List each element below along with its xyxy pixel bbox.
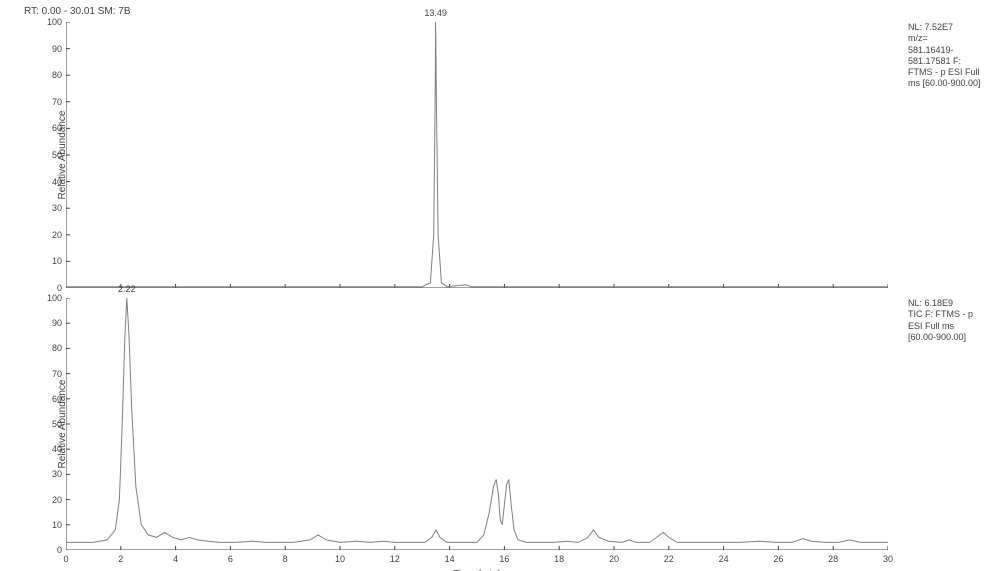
y-tick-label: 20 (52, 495, 62, 505)
header-text: RT: 0.00 - 30.01 SM: 7B (24, 6, 131, 17)
y-tick-label: 60 (52, 123, 62, 133)
y-tick-label: 80 (52, 70, 62, 80)
y-tick-label: 60 (52, 394, 62, 404)
x-tick-label: 10 (335, 554, 345, 564)
sidebox-bottom: NL: 6.18E9TIC F: FTMS - pESI Full ms[60.… (908, 298, 992, 343)
sidebox-line: FTMS - p ESI Full (908, 67, 992, 78)
x-tick-label: 6 (228, 554, 233, 564)
x-tick-label: 28 (828, 554, 838, 564)
chromatogram-trace (66, 298, 888, 542)
y-tick-label: 80 (52, 343, 62, 353)
chromatogram-panel-bottom: Relative Abundance Time (min) 0102030405… (66, 298, 888, 550)
peak-label: 2.22 (118, 284, 136, 294)
y-tick-label: 10 (52, 256, 62, 266)
chromatogram-panel-top: Relative Abundance 010203040506070809010… (66, 22, 888, 288)
chromatogram-trace (66, 22, 888, 287)
y-tick-label: 0 (57, 283, 62, 293)
x-tick-label: 24 (719, 554, 729, 564)
x-tick-label: 20 (609, 554, 619, 564)
y-tick-label: 40 (52, 177, 62, 187)
sidebox-line: [60.00-900.00] (908, 332, 992, 343)
x-tick-label: 22 (664, 554, 674, 564)
sidebox-line: NL: 6.18E9 (908, 298, 992, 309)
sidebox-line: TIC F: FTMS - p (908, 309, 992, 320)
sidebox-line: ESI Full ms (908, 321, 992, 332)
peak-label: 13.49 (424, 8, 447, 18)
y-tick-label: 90 (52, 318, 62, 328)
y-tick-label: 20 (52, 230, 62, 240)
x-tick-label: 12 (390, 554, 400, 564)
y-tick-label: 50 (52, 419, 62, 429)
x-tick-label: 0 (63, 554, 68, 564)
sidebox-line: 581.16419- (908, 45, 992, 56)
y-tick-label: 10 (52, 520, 62, 530)
x-tick-label: 26 (773, 554, 783, 564)
y-tick-label: 70 (52, 97, 62, 107)
sidebox-line: 581.17581 F: (908, 56, 992, 67)
sidebox-line: ms [60.00-900.00] (908, 78, 992, 89)
y-tick-label: 100 (47, 293, 62, 303)
chromatogram-container: RT: 0.00 - 30.01 SM: 7B NL: 7.52E7m/z=58… (0, 0, 1000, 571)
y-tick-label: 0 (57, 545, 62, 555)
y-tick-label: 30 (52, 469, 62, 479)
y-tick-label: 50 (52, 150, 62, 160)
x-tick-label: 16 (499, 554, 509, 564)
y-tick-label: 100 (47, 17, 62, 27)
y-tick-label: 90 (52, 44, 62, 54)
y-tick-label: 30 (52, 203, 62, 213)
plot-svg (66, 298, 888, 550)
x-tick-label: 2 (118, 554, 123, 564)
x-tick-label: 18 (554, 554, 564, 564)
x-tick-label: 14 (445, 554, 455, 564)
sidebox-line: m/z= (908, 33, 992, 44)
x-tick-label: 8 (283, 554, 288, 564)
sidebox-line: NL: 7.52E7 (908, 22, 992, 33)
y-tick-label: 70 (52, 369, 62, 379)
y-tick-label: 40 (52, 444, 62, 454)
plot-svg (66, 22, 888, 288)
x-tick-label: 4 (173, 554, 178, 564)
x-tick-label: 30 (883, 554, 893, 564)
sidebox-top: NL: 7.52E7m/z=581.16419-581.17581 F:FTMS… (908, 22, 992, 90)
